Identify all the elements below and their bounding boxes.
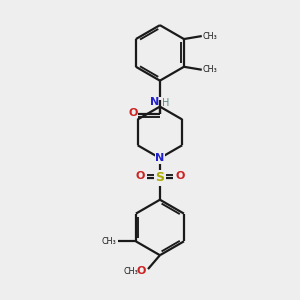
Text: CH₃: CH₃ [101, 237, 116, 246]
Text: N: N [155, 153, 164, 163]
Text: O: O [135, 172, 145, 182]
Text: H: H [162, 98, 169, 109]
Text: CH₃: CH₃ [123, 267, 138, 276]
Text: O: O [137, 266, 146, 276]
Text: N: N [150, 98, 159, 107]
Text: CH₃: CH₃ [203, 32, 218, 40]
Text: O: O [128, 108, 138, 118]
Text: CH₃: CH₃ [203, 65, 218, 74]
Text: S: S [155, 171, 164, 184]
Text: O: O [175, 172, 184, 182]
